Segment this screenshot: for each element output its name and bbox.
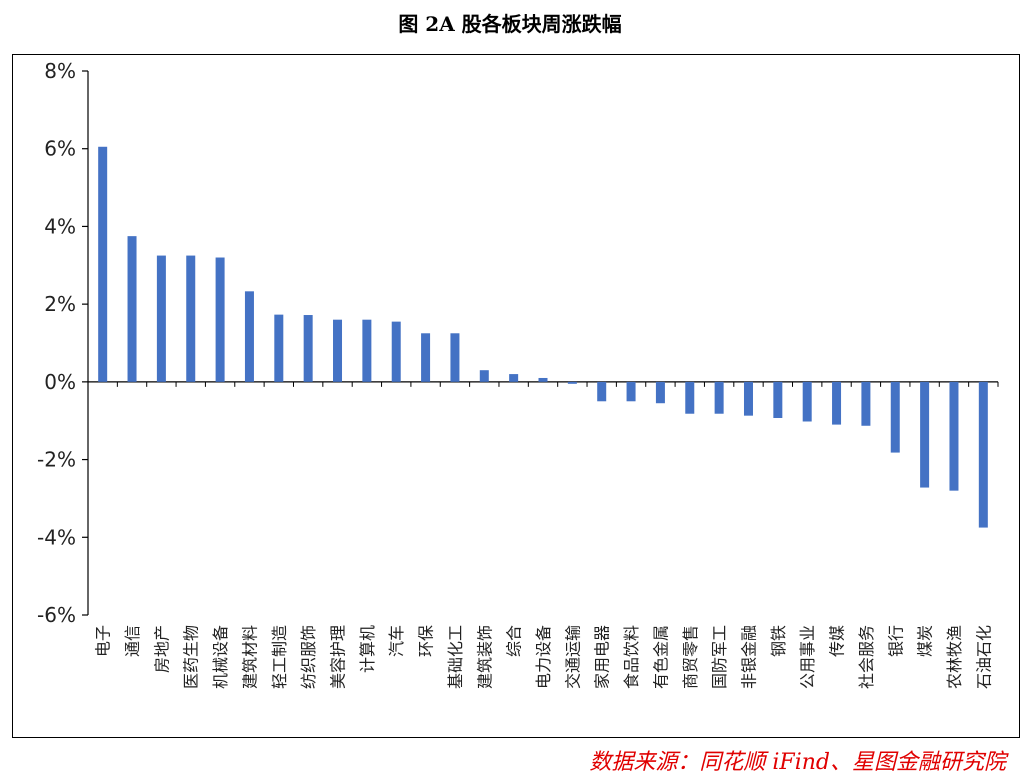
category-label: 轻工制造 xyxy=(270,625,289,689)
category-label: 商贸零售 xyxy=(681,625,700,689)
bar xyxy=(802,381,812,422)
category-label: 有色金属 xyxy=(651,625,670,689)
category-label: 煤炭 xyxy=(916,625,935,657)
category-label: 银行 xyxy=(886,625,905,657)
bar xyxy=(890,381,900,453)
bar xyxy=(333,319,343,382)
category-label: 美容护理 xyxy=(329,625,348,689)
bar xyxy=(450,333,460,382)
bar xyxy=(421,333,431,382)
bar xyxy=(509,374,519,382)
bar xyxy=(685,381,695,414)
bar xyxy=(949,381,959,491)
bar xyxy=(391,321,401,382)
category-label: 医药生物 xyxy=(182,625,201,689)
y-tick-label: 2% xyxy=(44,292,76,316)
bar xyxy=(538,377,548,382)
bar xyxy=(98,146,108,382)
bar xyxy=(479,370,489,382)
category-label: 基础化工 xyxy=(446,625,465,689)
bar xyxy=(920,381,930,488)
category-label: 通信 xyxy=(123,625,142,657)
bar xyxy=(362,319,372,382)
bar xyxy=(861,381,871,426)
bar xyxy=(186,255,196,382)
category-label: 纺织服饰 xyxy=(299,625,318,689)
category-label: 建筑材料 xyxy=(240,625,259,689)
category-label: 电子 xyxy=(94,625,113,657)
bar xyxy=(274,314,284,382)
bar xyxy=(244,291,254,382)
chart-title: 图 2A 股各板块周涨跌幅 xyxy=(398,12,622,36)
bar xyxy=(215,257,225,382)
category-label: 电力设备 xyxy=(534,625,553,689)
bar xyxy=(978,381,988,528)
category-label: 传媒 xyxy=(828,625,847,657)
category-label: 计算机 xyxy=(358,625,377,673)
y-tick-label: 8% xyxy=(44,59,76,83)
category-label: 家用电器 xyxy=(593,625,612,689)
category-label: 钢铁 xyxy=(769,625,788,657)
bar xyxy=(714,381,724,414)
source-note: 数据来源：同花顺 iFind、星图金融研究院 xyxy=(589,750,1006,775)
y-tick-label: 6% xyxy=(44,137,76,161)
y-tick-label: 4% xyxy=(44,214,76,238)
category-label: 非银金融 xyxy=(739,625,758,689)
bar xyxy=(567,381,577,384)
bar xyxy=(156,255,166,382)
bar xyxy=(303,315,313,382)
y-tick-label: -2% xyxy=(37,448,76,472)
category-label: 社会服务 xyxy=(857,625,876,689)
category-label: 食品饮料 xyxy=(622,625,641,689)
category-label: 汽车 xyxy=(387,625,406,657)
bar xyxy=(773,381,783,418)
category-label: 公用事业 xyxy=(798,625,817,689)
bar xyxy=(832,381,842,425)
y-tick-label: -4% xyxy=(37,525,76,549)
category-label: 房地产 xyxy=(152,625,171,673)
category-label: 建筑装饰 xyxy=(475,625,494,689)
bar xyxy=(597,381,607,402)
category-label: 石油石化 xyxy=(974,625,993,689)
bar xyxy=(626,381,636,402)
bar xyxy=(655,381,665,404)
y-tick-label: -6% xyxy=(37,603,76,627)
category-label: 国防军工 xyxy=(710,625,729,689)
category-label: 农林牧渔 xyxy=(945,625,964,689)
category-label: 机械设备 xyxy=(211,625,230,689)
y-tick-label: 0% xyxy=(44,370,76,394)
bar xyxy=(127,236,137,382)
bar xyxy=(743,381,753,416)
category-label: 综合 xyxy=(505,625,524,657)
category-label: 环保 xyxy=(417,625,436,657)
category-label: 交通运输 xyxy=(563,625,582,689)
